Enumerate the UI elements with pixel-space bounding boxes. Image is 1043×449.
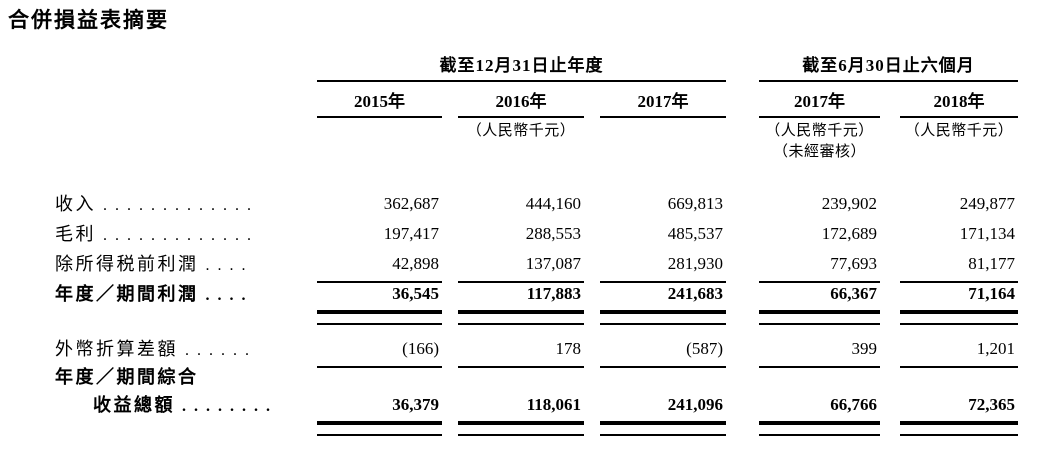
table-row-profit: 年度／期間利潤.... 36,545 117,883 241,683 66,36… (55, 279, 1018, 309)
dot-leader: ...... (185, 342, 257, 359)
empty-cell (584, 121, 726, 163)
cell-value: 77,693 (759, 249, 880, 283)
cell-value: 241,096 (667, 395, 723, 414)
column-group-interim-label: 截至6月30日止六個月 (759, 52, 1018, 82)
double-rule-row (55, 309, 1018, 325)
cell-value: 239,902 (821, 194, 877, 213)
cell-value: 485,537 (667, 224, 723, 243)
col-2015-label: 2015年 (317, 84, 442, 118)
cell-value: (587) (600, 334, 726, 368)
cell-value: 36,545 (392, 284, 439, 303)
cell-value: 288,553 (525, 224, 581, 243)
table-row-comprehensive-income-line2: 收益總額........ 36,379 118,061 241,096 66,7… (55, 390, 1018, 420)
year-header-row: 2015年 2016年 2017年 2017年 2018年 (55, 84, 1018, 118)
page-title: 合併損益表摘要 (8, 9, 169, 32)
cell-value: 399 (759, 334, 880, 368)
unit-2018-label: （人民幣千元） (904, 123, 1014, 139)
empty-cell (55, 52, 301, 82)
double-rule (600, 421, 726, 436)
double-rule (317, 310, 442, 325)
col-2017-label: 2017年 (600, 84, 726, 118)
spacer (55, 163, 1018, 189)
unit-2017-interim-label: （人民幣千元） (765, 123, 874, 139)
unit-annual-label: （人民幣千元） (466, 123, 576, 139)
cell-value: 197,417 (383, 224, 439, 243)
unit-2018: （人民幣千元） (880, 121, 1018, 163)
double-rule (317, 421, 442, 436)
col-2017-interim-label: 2017年 (759, 84, 880, 118)
cell-value: 71,164 (968, 284, 1015, 303)
cell-value: 362,687 (383, 194, 439, 213)
cell-value: 178 (458, 334, 584, 368)
cell-value: 669,813 (667, 194, 723, 213)
unit-2017-interim: （人民幣千元） （未經審核） (726, 121, 880, 163)
row-label: 收入............. (55, 194, 259, 214)
double-rule (458, 310, 584, 325)
column-group-annual: 截至12月31日止年度 (301, 52, 726, 82)
table-row-gross-profit: 毛利............. 197,417 288,553 485,537 … (55, 219, 1018, 249)
cell-value: (166) (317, 334, 442, 368)
table-row-fx-translation: 外幣折算差額...... (166) 178 (587) 399 1,201 (55, 334, 1018, 368)
table-row-profit-before-tax: 除所得税前利潤.... 42,898 137,087 281,930 77,69… (55, 249, 1018, 283)
dot-leader: ........ (182, 398, 278, 415)
cell-value: 241,683 (667, 284, 723, 303)
table-row-comprehensive-income-line1: 年度／期間綜合 (55, 364, 1018, 390)
double-rule (759, 310, 880, 325)
row-label: 除所得税前利潤.... (55, 254, 254, 274)
double-rule-row (55, 420, 1018, 436)
cell-value: 118,061 (526, 395, 581, 414)
table-row-revenue: 收入............. 362,687 444,160 669,813 … (55, 189, 1018, 219)
cell-value: 72,365 (968, 395, 1015, 414)
cell-value: 281,930 (600, 249, 726, 283)
column-group-interim: 截至6月30日止六個月 (726, 52, 1018, 82)
row-label: 年度／期間利潤.... (55, 284, 254, 304)
dot-leader: .... (205, 257, 254, 274)
empty-cell (55, 84, 301, 118)
cell-value: 171,134 (959, 224, 1015, 243)
col-2016-label: 2016年 (458, 84, 584, 118)
cell-value: 36,379 (392, 395, 439, 414)
cell-value: 137,087 (458, 249, 584, 283)
double-rule (458, 421, 584, 436)
unaudited-note: （未經審核） (772, 144, 866, 160)
col-2018: 2018年 (880, 84, 1018, 118)
double-rule (600, 310, 726, 325)
cell-value: 66,766 (830, 395, 877, 414)
cell-value: 66,367 (830, 284, 877, 303)
dot-leader: ............. (103, 227, 259, 244)
cell-value: 42,898 (317, 249, 442, 283)
cell-value: 172,689 (821, 224, 877, 243)
col-2016: 2016年 (442, 84, 584, 118)
empty-cell (301, 121, 442, 163)
column-group-annual-label: 截至12月31日止年度 (317, 52, 726, 82)
double-rule (900, 421, 1018, 436)
row-label: 年度／期間綜合 (55, 367, 199, 387)
dot-leader: .... (205, 287, 254, 304)
unit-annual: （人民幣千元） (442, 121, 584, 163)
col-2017-interim: 2017年 (726, 84, 880, 118)
unit-note-row: （人民幣千元） （人民幣千元） （未經審核） （人民幣千元） (55, 121, 1018, 163)
col-2015: 2015年 (301, 84, 442, 118)
cell-value: 117,883 (526, 284, 581, 303)
dot-leader: ............. (103, 197, 259, 214)
col-2017: 2017年 (584, 84, 726, 118)
double-rule (900, 310, 1018, 325)
empty-cell (55, 121, 301, 163)
row-label: 收益總額........ (93, 395, 278, 415)
row-label: 毛利............. (55, 224, 259, 244)
col-2018-label: 2018年 (900, 84, 1018, 118)
column-group-header-row: 截至12月31日止年度 截至6月30日止六個月 (55, 52, 1018, 82)
cell-value: 249,877 (959, 194, 1015, 213)
cell-value: 1,201 (900, 334, 1018, 368)
cell-value: 444,160 (525, 194, 581, 213)
cell-value: 81,177 (900, 249, 1018, 283)
row-label: 外幣折算差額...... (55, 339, 257, 359)
double-rule (759, 421, 880, 436)
income-statement-summary-table: 截至12月31日止年度 截至6月30日止六個月 2015年 2016年 2017… (55, 52, 1018, 436)
